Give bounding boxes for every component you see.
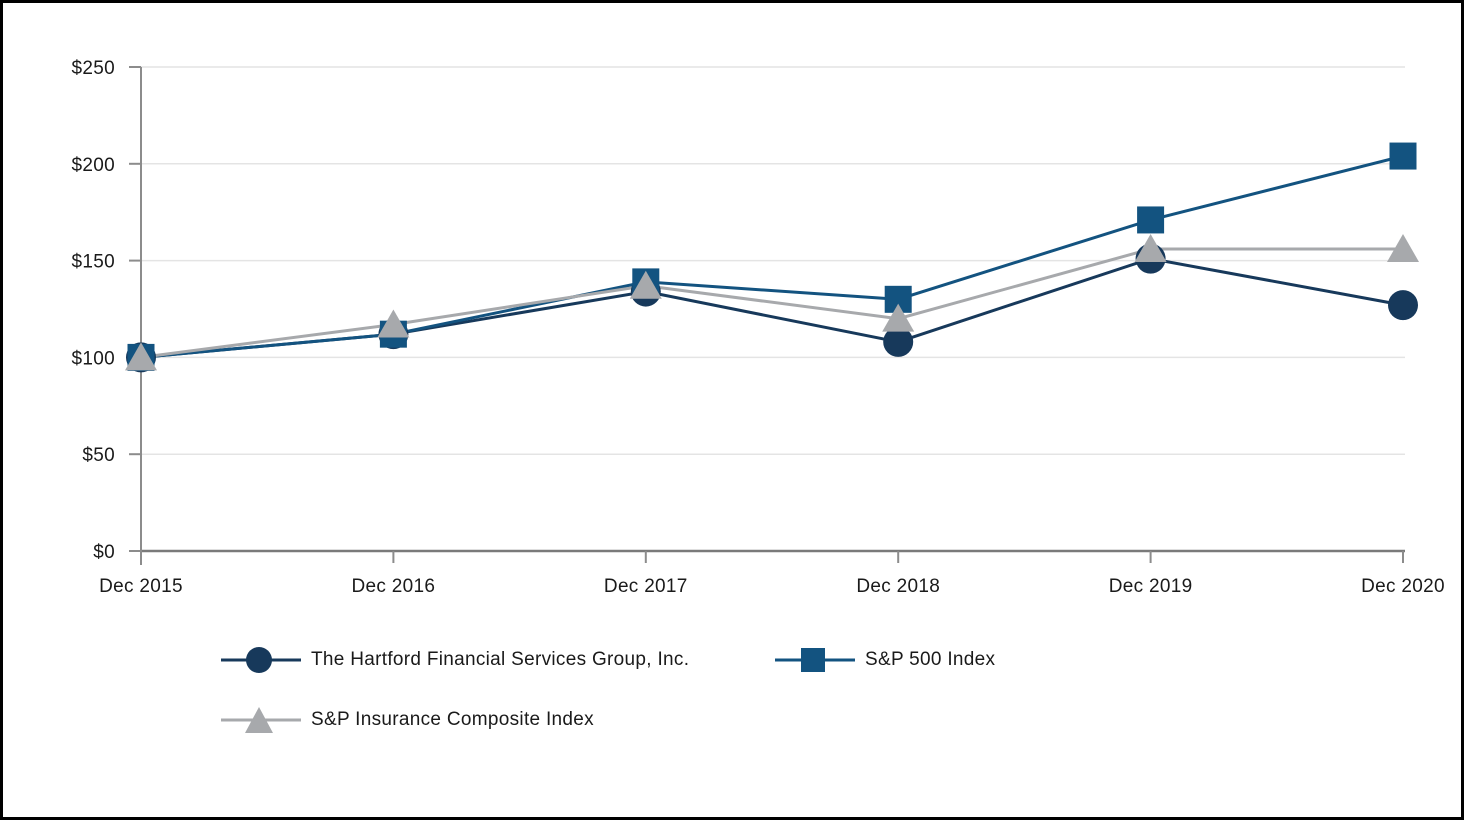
hartford-legend-swatch [221,647,301,673]
data-point-circle [1388,290,1418,321]
square-marker-icon [801,648,825,672]
series-line [140,247,1403,359]
y-axis-label: $0 [93,542,115,563]
data-point-triangle [1134,233,1167,262]
legend-label-insurance-composite: S&P Insurance Composite Index [311,709,594,730]
triangle-marker-icon [245,707,273,733]
circle-marker-icon [246,647,272,673]
y-axis-label: $200 [72,155,115,176]
x-axis-label: Dec 2015 [99,576,183,597]
legend-item-sp500: S&P 500 Index [775,645,995,675]
y-axis-label: $50 [82,445,115,466]
sp500-legend-swatch [775,648,855,672]
performance-chart-plot: $0 $50 $100 $150 $200 $250 Dec 2015 Dec 2016 Dec… [72,58,1445,597]
series-line [140,257,1404,359]
data-point-triangle [125,342,157,371]
data-point-triangle [377,309,410,338]
legend-label-hartford: The Hartford Financial Services Group, I… [311,649,690,670]
series-line [140,154,1404,359]
y-axis-label: $100 [72,348,115,369]
y-axis-label: $250 [72,58,115,79]
x-axis-label: Dec 2018 [856,576,940,597]
data-point-square [1389,142,1417,170]
insurance-legend-swatch [221,707,301,733]
data-point-triangle [882,303,915,332]
data-point-triangle [1387,233,1419,262]
data-point-triangle [629,270,662,299]
x-axis-label: Dec 2019 [1109,576,1193,597]
x-axis-label: Dec 2017 [604,576,688,597]
y-axis-label: $150 [72,252,115,273]
data-point-square [1137,206,1165,234]
data-point-circle [883,326,914,357]
legend-item-hartford: The Hartford Financial Services Group, I… [221,645,689,675]
legend-label-sp500: S&P 500 Index [865,649,996,670]
legend-item-insurance-composite: S&P Insurance Composite Index [221,705,594,735]
x-axis-label: Dec 2016 [352,576,436,597]
x-axis-label: Dec 2020 [1361,576,1445,597]
